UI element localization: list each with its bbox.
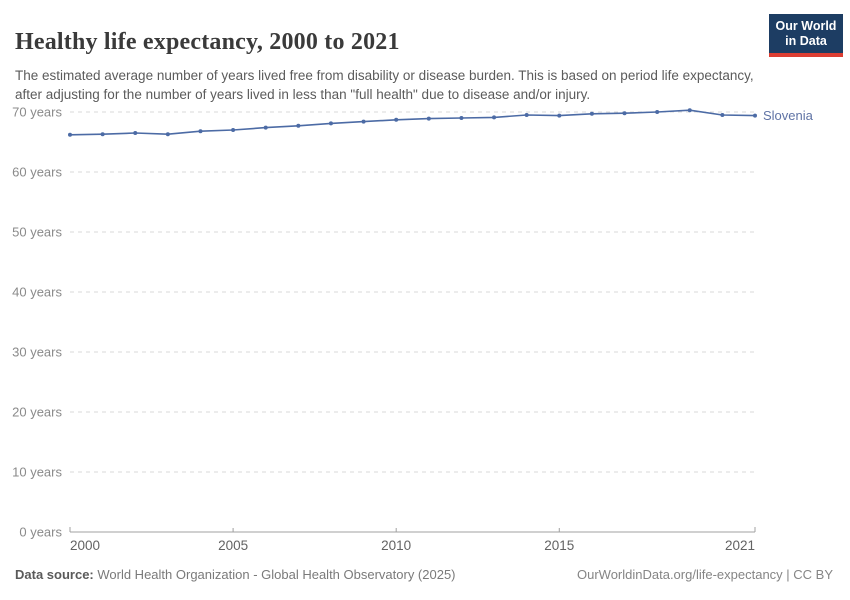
chart-subtitle: The estimated average number of years li… <box>15 67 754 103</box>
y-tick-label-70: 70 years <box>12 105 62 120</box>
owid-logo[interactable]: Our World in Data <box>769 14 843 57</box>
data-point-slovenia-2015[interactable] <box>557 113 562 118</box>
chart-footer: Data source: World Health Organization -… <box>15 567 833 582</box>
y-tick-label-40: 40 years <box>12 285 62 300</box>
owid-logo-accent-bar <box>769 53 843 57</box>
y-tick-label-50: 50 years <box>12 225 62 240</box>
x-tick-label-2000: 2000 <box>70 538 100 553</box>
data-point-slovenia-2006[interactable] <box>263 125 268 130</box>
data-point-slovenia-2010[interactable] <box>394 117 399 122</box>
data-source: Data source: World Health Organization -… <box>15 567 456 582</box>
data-point-slovenia-2021[interactable] <box>753 113 757 118</box>
data-point-slovenia-2013[interactable] <box>492 115 497 120</box>
data-point-slovenia-2018[interactable] <box>655 110 660 114</box>
x-tick-label-2010: 2010 <box>381 538 411 553</box>
data-point-slovenia-2000[interactable] <box>68 132 72 137</box>
x-tick-label-2005: 2005 <box>218 538 248 553</box>
credit-link[interactable]: OurWorldinData.org/life-expectancy | CC … <box>576 567 833 582</box>
data-point-slovenia-2001[interactable] <box>100 132 105 137</box>
data-point-slovenia-2011[interactable] <box>426 116 431 121</box>
data-point-slovenia-2012[interactable] <box>459 116 464 120</box>
owid-logo-box: Our World in Data <box>769 14 843 53</box>
data-point-slovenia-2019[interactable] <box>687 108 692 113</box>
y-tick-label-30: 30 years <box>12 345 62 360</box>
data-point-slovenia-2008[interactable] <box>328 121 333 126</box>
page-title: Healthy life expectancy, 2000 to 2021 <box>15 29 400 56</box>
owid-logo-line1: Our World <box>775 19 837 33</box>
x-tick-label-2015: 2015 <box>544 538 574 553</box>
y-tick-label-0: 0 years <box>19 525 62 540</box>
data-point-slovenia-2005[interactable] <box>231 128 236 132</box>
data-point-slovenia-2009[interactable] <box>361 119 366 124</box>
data-point-slovenia-2014[interactable] <box>524 113 529 117</box>
y-tick-label-20: 20 years <box>12 405 62 420</box>
y-tick-label-10: 10 years <box>12 465 62 480</box>
data-source-value: World Health Organization - Global Healt… <box>93 567 456 582</box>
data-point-slovenia-2002[interactable] <box>133 131 138 135</box>
data-point-slovenia-2007[interactable] <box>296 123 301 128</box>
y-tick-label-60: 60 years <box>12 165 62 180</box>
data-point-slovenia-2004[interactable] <box>198 129 203 134</box>
series-label-slovenia[interactable]: Slovenia <box>763 108 814 123</box>
x-tick-label-2021: 2021 <box>725 538 755 553</box>
data-point-slovenia-2016[interactable] <box>589 111 594 116</box>
series-line-slovenia[interactable] <box>69 109 756 136</box>
owid-logo-line2: in Data <box>785 34 827 48</box>
data-point-slovenia-2020[interactable] <box>720 113 725 117</box>
data-point-slovenia-2017[interactable] <box>622 111 627 116</box>
data-source-label: Data source: <box>15 567 94 582</box>
data-point-slovenia-2003[interactable] <box>165 132 170 137</box>
